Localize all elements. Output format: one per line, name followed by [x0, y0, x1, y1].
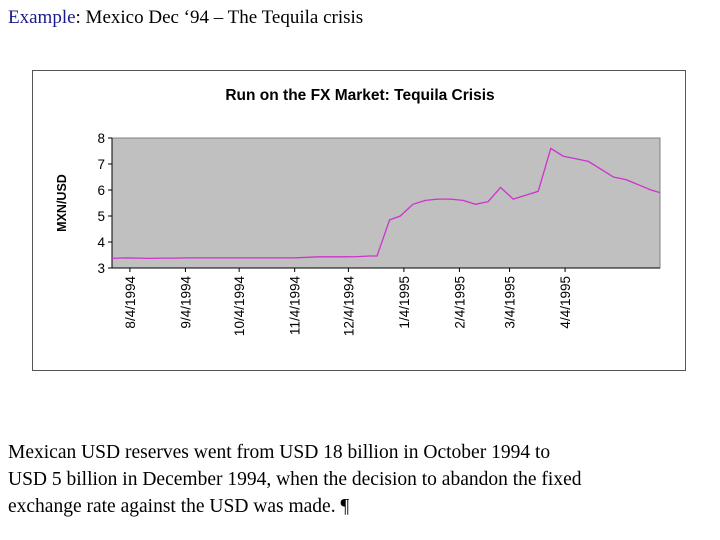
chart-frame: Run on the FX Market: Tequila Crisis MXN… — [32, 70, 686, 371]
x-tick-label: 2/4/1995 — [452, 276, 467, 329]
body-line: USD 5 billion in December 1994, when the… — [8, 469, 582, 490]
y-tick-label: 8 — [97, 131, 105, 146]
x-tick-label: 12/4/1994 — [341, 276, 356, 337]
y-axis-label: MXN/USD — [55, 174, 69, 232]
x-tick-label: 8/4/1994 — [123, 276, 138, 329]
body-line: Mexican USD reserves went from USD 18 bi… — [8, 442, 551, 463]
x-tick-label: 1/4/1995 — [397, 276, 412, 329]
slide-title: Example: Mexico Dec ‘94 – The Tequila cr… — [8, 6, 363, 30]
title-rest: : Mexico Dec ‘94 – The Tequila crisis — [75, 7, 364, 28]
x-tick-label: 3/4/1995 — [503, 276, 518, 329]
series-line — [111, 147, 661, 260]
y-tick-label: 7 — [97, 157, 105, 172]
x-tick-label: 11/4/1994 — [288, 276, 303, 336]
title-keyword: Example — [8, 7, 76, 28]
x-tick-label: 10/4/1994 — [232, 276, 247, 337]
y-tick-label: 3 — [97, 261, 105, 276]
x-tick-label: 9/4/1994 — [178, 276, 193, 329]
body-line: exchange rate against the USD was made. … — [8, 496, 350, 517]
y-tick-label: 6 — [97, 183, 105, 198]
body-paragraph: Mexican USD reserves went from USD 18 bi… — [8, 439, 716, 520]
fx-line-chart: Run on the FX Market: Tequila Crisis MXN… — [55, 87, 661, 337]
x-tick-label: 4/4/1995 — [558, 276, 573, 329]
plot-area — [111, 137, 661, 269]
y-tick-label: 5 — [97, 209, 105, 224]
chart-title: Run on the FX Market: Tequila Crisis — [225, 87, 494, 104]
y-tick-label: 4 — [97, 235, 105, 250]
